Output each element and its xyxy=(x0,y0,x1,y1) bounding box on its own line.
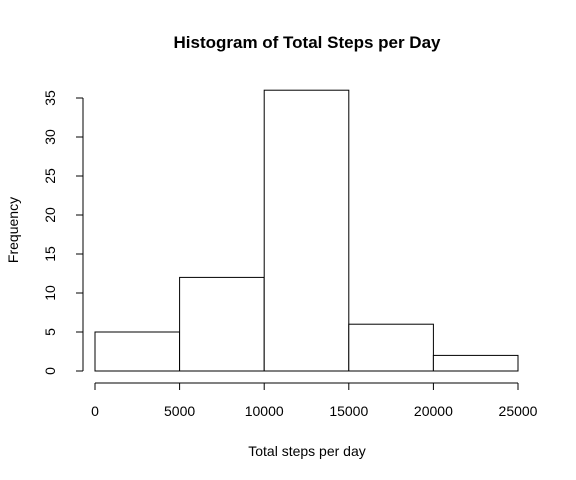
y-tick-label-6: 30 xyxy=(42,129,58,145)
y-tick-label-7: 35 xyxy=(42,90,58,106)
y-tick-label-4: 20 xyxy=(42,207,58,223)
histogram-bar-3 xyxy=(348,323,434,372)
x-tick-label-0: 0 xyxy=(91,403,99,419)
chart-title: Histogram of Total Steps per Day xyxy=(173,33,441,52)
x-tick-label-1: 5000 xyxy=(164,403,195,419)
bars-group xyxy=(94,89,519,372)
x-axis-label: Total steps per day xyxy=(248,443,366,459)
x-axis: 0 5000 10000 15000 20000 25000 xyxy=(91,382,538,419)
y-tick-label-1: 5 xyxy=(42,328,58,336)
y-tick-label-0: 0 xyxy=(42,367,58,375)
y-tick-label-5: 25 xyxy=(42,168,58,184)
x-tick-label-2: 10000 xyxy=(245,403,284,419)
histogram-bar-4 xyxy=(432,354,519,372)
x-tick-label-4: 20000 xyxy=(414,403,453,419)
y-tick-label-2: 10 xyxy=(42,285,58,301)
y-axis-label: Frequency xyxy=(5,197,21,263)
histogram-bar-1 xyxy=(179,276,265,372)
histogram-bar-2 xyxy=(263,89,350,372)
x-tick-label-3: 15000 xyxy=(329,403,368,419)
y-tick-label-3: 15 xyxy=(42,246,58,262)
x-tick-label-5: 25000 xyxy=(499,403,538,419)
y-axis: 0 5 10 15 20 25 30 35 xyxy=(42,90,84,375)
histogram-bar-0 xyxy=(94,331,181,372)
